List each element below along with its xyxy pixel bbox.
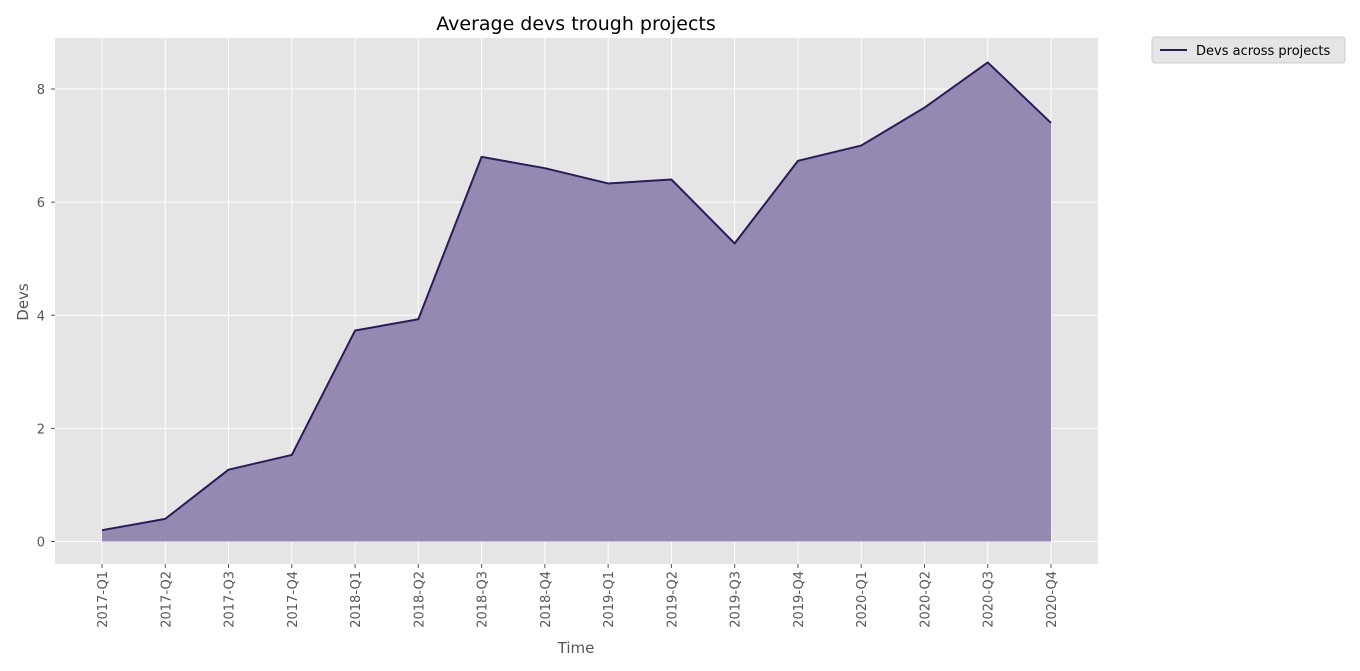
- series-line: [101, 61, 1052, 532]
- x-axis-label: Time: [557, 639, 595, 657]
- x-tick-label: 2019-Q2: [665, 571, 680, 628]
- y-axis-label: Devs: [14, 283, 32, 321]
- legend-box: [1151, 36, 1346, 64]
- legend: Devs across projects: [1151, 36, 1346, 64]
- x-tick-label: 2020-Q4: [1045, 571, 1060, 628]
- x-tick-label: 2019-Q1: [602, 571, 617, 628]
- x-tick-label: 2017-Q2: [159, 571, 174, 628]
- x-tick-label: 2019-Q4: [792, 571, 807, 628]
- chart-title: Average devs trough projects: [436, 13, 716, 35]
- x-tick-label: 2020-Q2: [918, 571, 933, 628]
- x-tick-label: 2020-Q3: [982, 571, 997, 628]
- y-tick-label: 4: [37, 309, 45, 324]
- y-axis-ticks: 0 2 4 6 8: [37, 83, 55, 551]
- x-tick-label: 2018-Q4: [539, 571, 554, 628]
- y-tick-label: 2: [37, 422, 45, 437]
- y-tick-label: 6: [37, 196, 45, 211]
- x-tick-label: 2017-Q3: [223, 571, 238, 628]
- x-tick-label: 2019-Q3: [729, 571, 744, 628]
- x-tick-label: 2018-Q2: [412, 571, 427, 628]
- x-tick-label: 2017-Q4: [286, 571, 301, 628]
- x-axis-ticks: 2017-Q1 2017-Q2 2017-Q3 2017-Q4 2018-Q1 2018-…: [96, 564, 1060, 628]
- y-tick-label: 8: [37, 83, 45, 98]
- x-tick-label: 2018-Q1: [349, 571, 364, 628]
- y-tick-label: 0: [37, 536, 45, 551]
- x-tick-label: 2017-Q1: [96, 571, 111, 628]
- series-area-fill: [102, 62, 1051, 542]
- legend-label: Devs across projects: [1196, 44, 1331, 59]
- x-tick-label: 2018-Q3: [476, 571, 491, 628]
- x-tick-label: 2020-Q1: [855, 571, 870, 628]
